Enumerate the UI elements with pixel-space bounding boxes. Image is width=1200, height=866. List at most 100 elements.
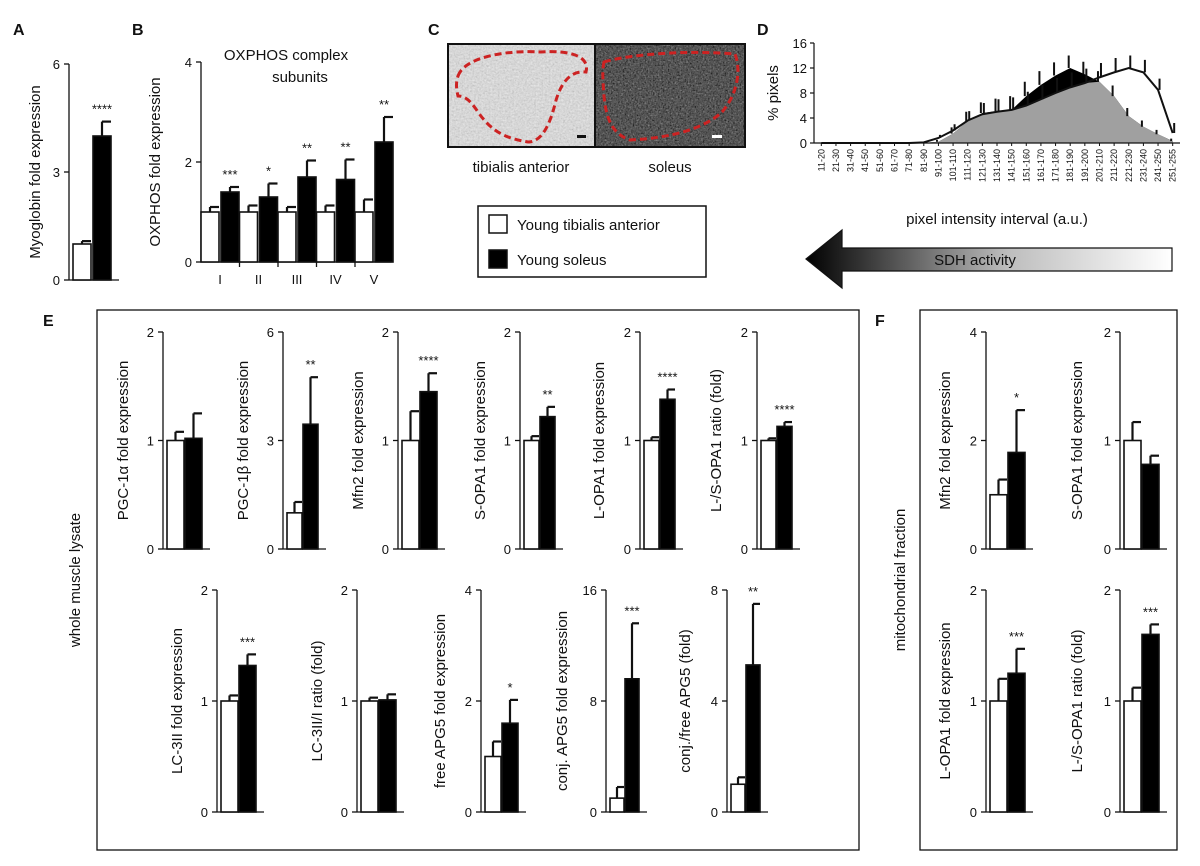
y-tick-label-e5: 2 <box>624 325 631 340</box>
bar-b-ta <box>238 211 259 263</box>
x-tick-label-d: 61-70 <box>890 149 900 172</box>
y-tick-label-f3: 2 <box>970 583 977 598</box>
category-label-b: II <box>255 272 262 287</box>
x-tick-label-d: 221-230 <box>1124 149 1134 182</box>
y-tick-label-f4: 2 <box>1104 583 1111 598</box>
y-tick-label-e3: 0 <box>382 542 389 557</box>
bar-b-ta <box>200 211 220 263</box>
y-axis-label-e3: Mfn2 fold expression <box>350 371 367 509</box>
y-tick-label-e11: 4 <box>711 694 718 709</box>
y-tick-label-a: 0 <box>53 273 60 288</box>
x-tick-label-d: 241-250 <box>1153 149 1163 182</box>
x-tick-label-d: 71-80 <box>904 149 914 172</box>
y-tick-label-e2: 0 <box>267 542 274 557</box>
significance-b: * <box>266 164 271 179</box>
significance-e7: *** <box>240 634 255 649</box>
micrograph-label-soleus: soleus <box>648 159 691 176</box>
y-tick-label-a: 6 <box>53 57 60 72</box>
y-tick-label-f4: 0 <box>1104 805 1111 820</box>
chart-f4 <box>1115 589 1167 813</box>
bar-e3-soleus <box>419 390 438 550</box>
y-tick-label-e11: 0 <box>711 805 718 820</box>
bar-e10-soleus <box>624 677 640 813</box>
y-tick-label-e1: 0 <box>147 542 154 557</box>
chart-e10 <box>601 589 647 813</box>
y-tick-label-e2: 3 <box>267 434 274 449</box>
chart-e7 <box>212 589 264 813</box>
chart-e2 <box>278 331 326 550</box>
micrograph-tibialis-anterior <box>447 43 596 148</box>
chart-e11 <box>722 589 768 813</box>
y-tick-label-e1: 2 <box>147 325 154 340</box>
y-axis-label-e4: S-OPA1 fold expression <box>472 361 489 520</box>
sdh-activity-label: SDH activity <box>934 252 1016 269</box>
micrograph-soleus <box>594 43 746 148</box>
y-axis-label-e11: conj./free APG5 (fold) <box>677 629 694 772</box>
x-tick-label-d: 161-170 <box>1036 149 1046 182</box>
bar-b-soleus <box>374 141 394 263</box>
x-tick-label-d: 41-50 <box>860 149 870 172</box>
x-tick-label-d: 141-150 <box>1007 149 1017 182</box>
x-tick-label-d: 51-60 <box>875 149 885 172</box>
chart-e3 <box>393 331 445 550</box>
chart-e9 <box>476 589 526 813</box>
y-axis-label-d: % pixels <box>765 65 782 121</box>
x-tick-label-d: 111-120 <box>963 149 973 181</box>
bar-b-soleus <box>297 176 317 263</box>
sdh-activity-arrow: SDH activity <box>805 228 1173 290</box>
y-axis-label-e2: PGC-1β fold expression <box>235 361 252 521</box>
bar-e7-soleus <box>238 664 257 813</box>
y-tick-label-f4: 1 <box>1104 694 1111 709</box>
significance-e5: **** <box>657 370 677 385</box>
section-f-label: mitochondrial fraction <box>892 509 909 652</box>
y-tick-label-e5: 1 <box>624 434 631 449</box>
bar-a-soleus <box>92 135 112 281</box>
x-tick-label-d: 171-180 <box>1051 149 1061 182</box>
y-tick-label-e3: 1 <box>382 434 389 449</box>
y-tick-label-e4: 1 <box>504 434 511 449</box>
bar-b-soleus <box>220 191 240 263</box>
y-tick-label-f2: 1 <box>1104 434 1111 449</box>
section-e-label: whole muscle lysate <box>67 513 84 648</box>
y-tick-label-e7: 2 <box>201 583 208 598</box>
y-tick-label-e10: 8 <box>590 694 597 709</box>
bar-e9-ta <box>484 755 502 813</box>
bar-b-ta <box>315 211 336 263</box>
y-tick-label-e2: 6 <box>267 325 274 340</box>
category-label-b: IV <box>329 272 342 287</box>
bar-e2-ta <box>286 512 303 550</box>
bar-f4-soleus <box>1141 633 1160 813</box>
chart-e1 <box>158 331 210 550</box>
significance-e4: ** <box>542 387 552 402</box>
y-tick-label-f2: 2 <box>1104 325 1111 340</box>
x-tick-label-d: 251-255 <box>1168 149 1178 182</box>
y-tick-label-e6: 2 <box>741 325 748 340</box>
y-tick-label-f3: 1 <box>970 694 977 709</box>
significance-e3: **** <box>418 353 438 368</box>
section-e-box <box>96 309 860 851</box>
bar-b-soleus <box>335 178 356 263</box>
x-tick-label-d: 101-110 <box>948 149 958 181</box>
y-tick-label-f3: 0 <box>970 805 977 820</box>
x-tick-label-d: 121-130 <box>977 149 987 182</box>
bar-e1-soleus <box>184 437 203 550</box>
x-tick-label-d: 81-90 <box>919 149 929 172</box>
bar-f1-ta <box>989 493 1008 550</box>
bar-e8-ta <box>360 700 379 813</box>
bar-f3-ta <box>989 700 1008 813</box>
significance-e6: **** <box>774 402 794 417</box>
chart-e4 <box>515 331 563 550</box>
chart-f2 <box>1115 331 1167 550</box>
x-tick-label-d: 201-210 <box>1094 149 1104 182</box>
y-tick-label-e8: 2 <box>341 583 348 598</box>
y-tick-label-f1: 2 <box>970 434 977 449</box>
significance-f4: *** <box>1143 604 1158 619</box>
y-tick-label-d: 16 <box>793 36 807 51</box>
chart-a <box>64 63 119 281</box>
significance-e2: ** <box>305 357 315 372</box>
category-label-b: I <box>218 272 222 287</box>
x-tick-label-d: 31-40 <box>846 149 856 172</box>
y-tick-label-b: 2 <box>185 155 192 170</box>
y-tick-label-e10: 0 <box>590 805 597 820</box>
